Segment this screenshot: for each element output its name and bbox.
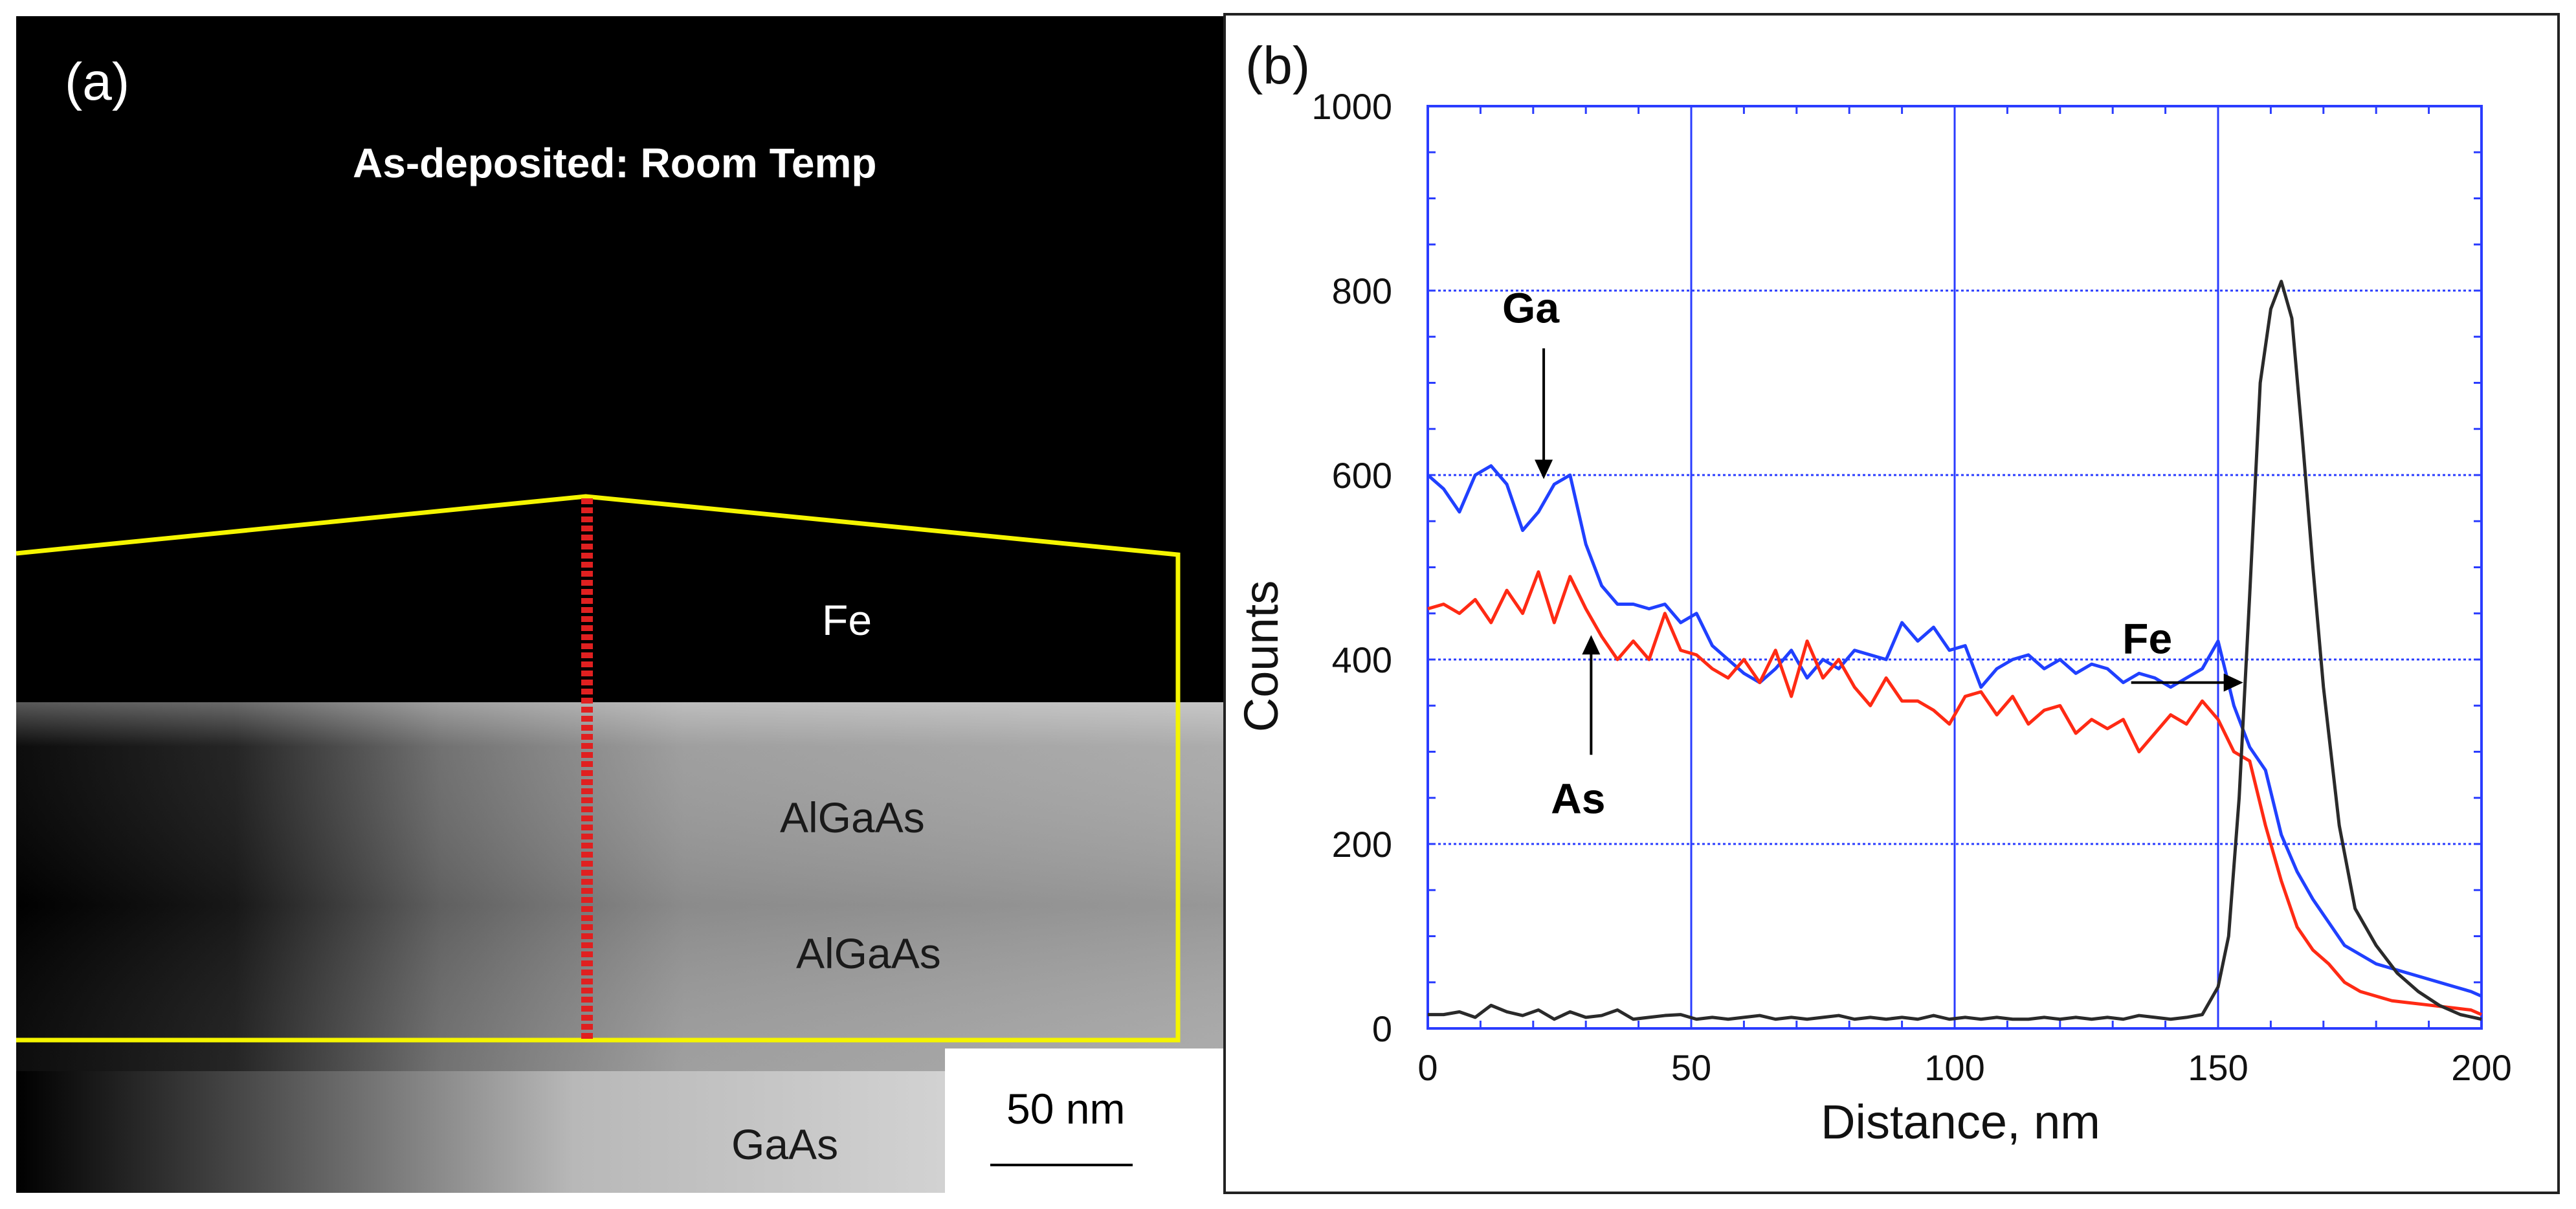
annotation-arrowhead-as	[1582, 635, 1601, 655]
panel-a-title: As-deposited: Room Temp	[353, 140, 877, 186]
annotation-arrowhead-ga	[1535, 460, 1553, 480]
x-tick-label: 100	[1924, 1047, 1984, 1088]
y-tick-label: 800	[1332, 271, 1392, 311]
series-line-ga	[1427, 464, 2483, 998]
line-profile-chart-panel: (b) 0 50 100 150 200 0 200 400 600 800 1000 Ga As Fe…	[1223, 13, 2560, 1194]
gaas-layer-region	[16, 1071, 945, 1193]
x-tick-label: 50	[1671, 1047, 1711, 1088]
y-tick-label: 400	[1332, 639, 1392, 680]
annotation-label-ga: Ga	[1502, 283, 1560, 331]
scale-bar-label: 50 nm	[1006, 1085, 1126, 1133]
layer-label-fe: Fe	[822, 596, 872, 644]
algaas-layer-shading	[16, 702, 1230, 1071]
chart-series	[1427, 280, 2483, 1021]
chart-ticks: 0 50 100 150 200 0 200 400 600 800 1000	[1311, 86, 2511, 1088]
x-tick-label: 0	[1417, 1047, 1438, 1088]
y-axis-label: Counts	[1234, 581, 1288, 732]
layer-label-gaas: GaAs	[731, 1120, 839, 1168]
chart-grid	[1427, 105, 2483, 1030]
layer-label-algaas-top: AlGaAs	[780, 793, 925, 841]
roi-outline	[16, 494, 1181, 1043]
y-tick-label: 1000	[1311, 86, 1392, 127]
chart-annotations: Ga As Fe	[1502, 283, 2243, 822]
line-profile-chart: (b) 0 50 100 150 200 0 200 400 600 800 1000 Ga As Fe…	[1234, 36, 2512, 1149]
series-line-fe	[1428, 280, 2482, 1021]
scale-bar-area: 50 nm	[945, 1048, 1230, 1209]
x-tick-label: 150	[2188, 1047, 2248, 1088]
tem-image	[16, 494, 1230, 1193]
y-tick-label: 600	[1332, 455, 1392, 496]
series-line-as	[1427, 570, 2483, 1016]
tem-image-panel: (a) As-deposited: Room Temp Fe AlGaAs Al…	[16, 16, 1230, 1193]
y-tick-label: 200	[1332, 824, 1392, 865]
annotation-label-as: As	[1551, 774, 1605, 822]
x-tick-label: 200	[2451, 1047, 2511, 1088]
layer-label-algaas-bottom: AlGaAs	[796, 929, 941, 977]
annotation-label-fe: Fe	[2122, 615, 2172, 663]
panel-b-letter: (b)	[1245, 36, 1310, 95]
y-tick-label: 0	[1372, 1008, 1392, 1049]
annotation-arrowhead-fe	[2223, 673, 2243, 692]
x-axis-label: Distance, nm	[1821, 1095, 2100, 1149]
panel-a-letter: (a)	[65, 52, 130, 111]
